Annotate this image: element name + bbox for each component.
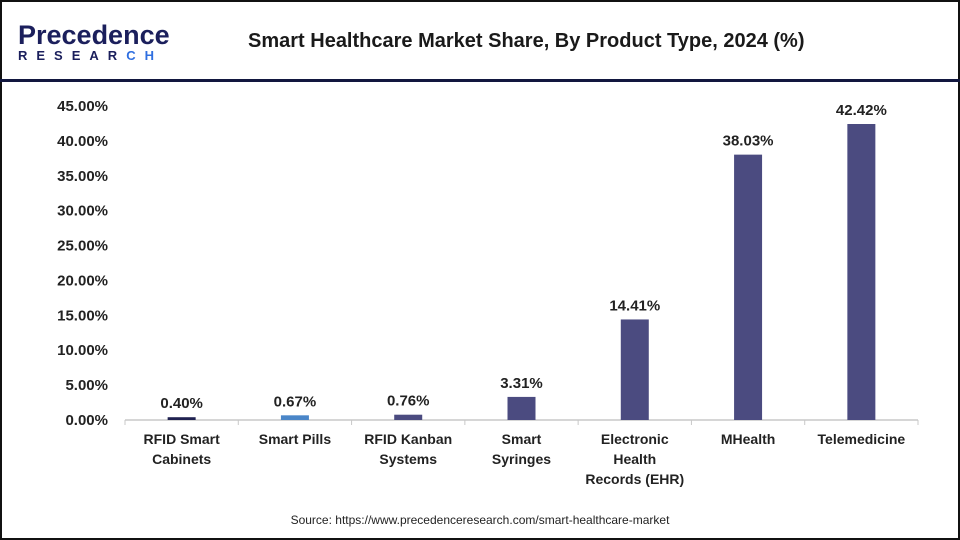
bar [394,414,423,420]
y-tick-label: 5.00% [65,377,108,394]
x-tick-label: Health [613,451,656,467]
chart-title: Smart Healthcare Market Share, By Produc… [248,30,805,52]
y-tick-label: 25.00% [57,238,108,255]
y-tick-label: 15.00% [57,307,108,324]
header-divider [0,79,960,82]
data-label: 42.42% [836,102,887,119]
x-tick-label: Records (EHR) [585,471,684,487]
x-tick-label: MHealth [721,431,775,447]
x-tick-label: RFID Kanban [364,431,452,447]
y-tick-label: 20.00% [57,272,108,289]
bar [734,154,763,420]
data-label: 38.03% [723,133,774,150]
source-note: Source: https://www.precedenceresearch.c… [290,513,670,527]
x-tick-label: Electronic [601,431,669,447]
logo-subtext: RESEAR [18,48,127,63]
y-tick-label: 40.00% [57,133,108,150]
bar [507,396,536,420]
x-tick-label: Telemedicine [818,431,906,447]
x-tick-label: Systems [379,451,437,467]
x-tick-label: Smart Pills [259,431,332,447]
x-tick-label: Smart [502,431,542,447]
logo-text: Precedence [18,20,170,50]
y-tick-label: 30.00% [57,203,108,220]
y-tick-label: 35.00% [57,168,108,185]
bar [167,417,196,420]
y-tick-label: 0.00% [65,412,108,429]
bar [847,124,876,420]
logo-subtext-accent: CH [126,48,163,63]
data-label: 0.76% [387,393,430,410]
x-tick-label: RFID Smart [144,431,221,447]
data-label: 0.67% [274,393,317,410]
x-tick-label: Cabinets [152,451,211,467]
y-tick-label: 45.00% [57,98,108,115]
data-label: 3.31% [500,375,543,392]
bar [280,415,309,420]
data-label: 0.40% [160,395,203,412]
logo: Precedence RESEARCH [18,20,170,63]
y-tick-label: 10.00% [57,342,108,359]
bar [620,319,649,420]
x-tick-label: Syringes [492,451,551,467]
data-label: 14.41% [609,297,660,314]
